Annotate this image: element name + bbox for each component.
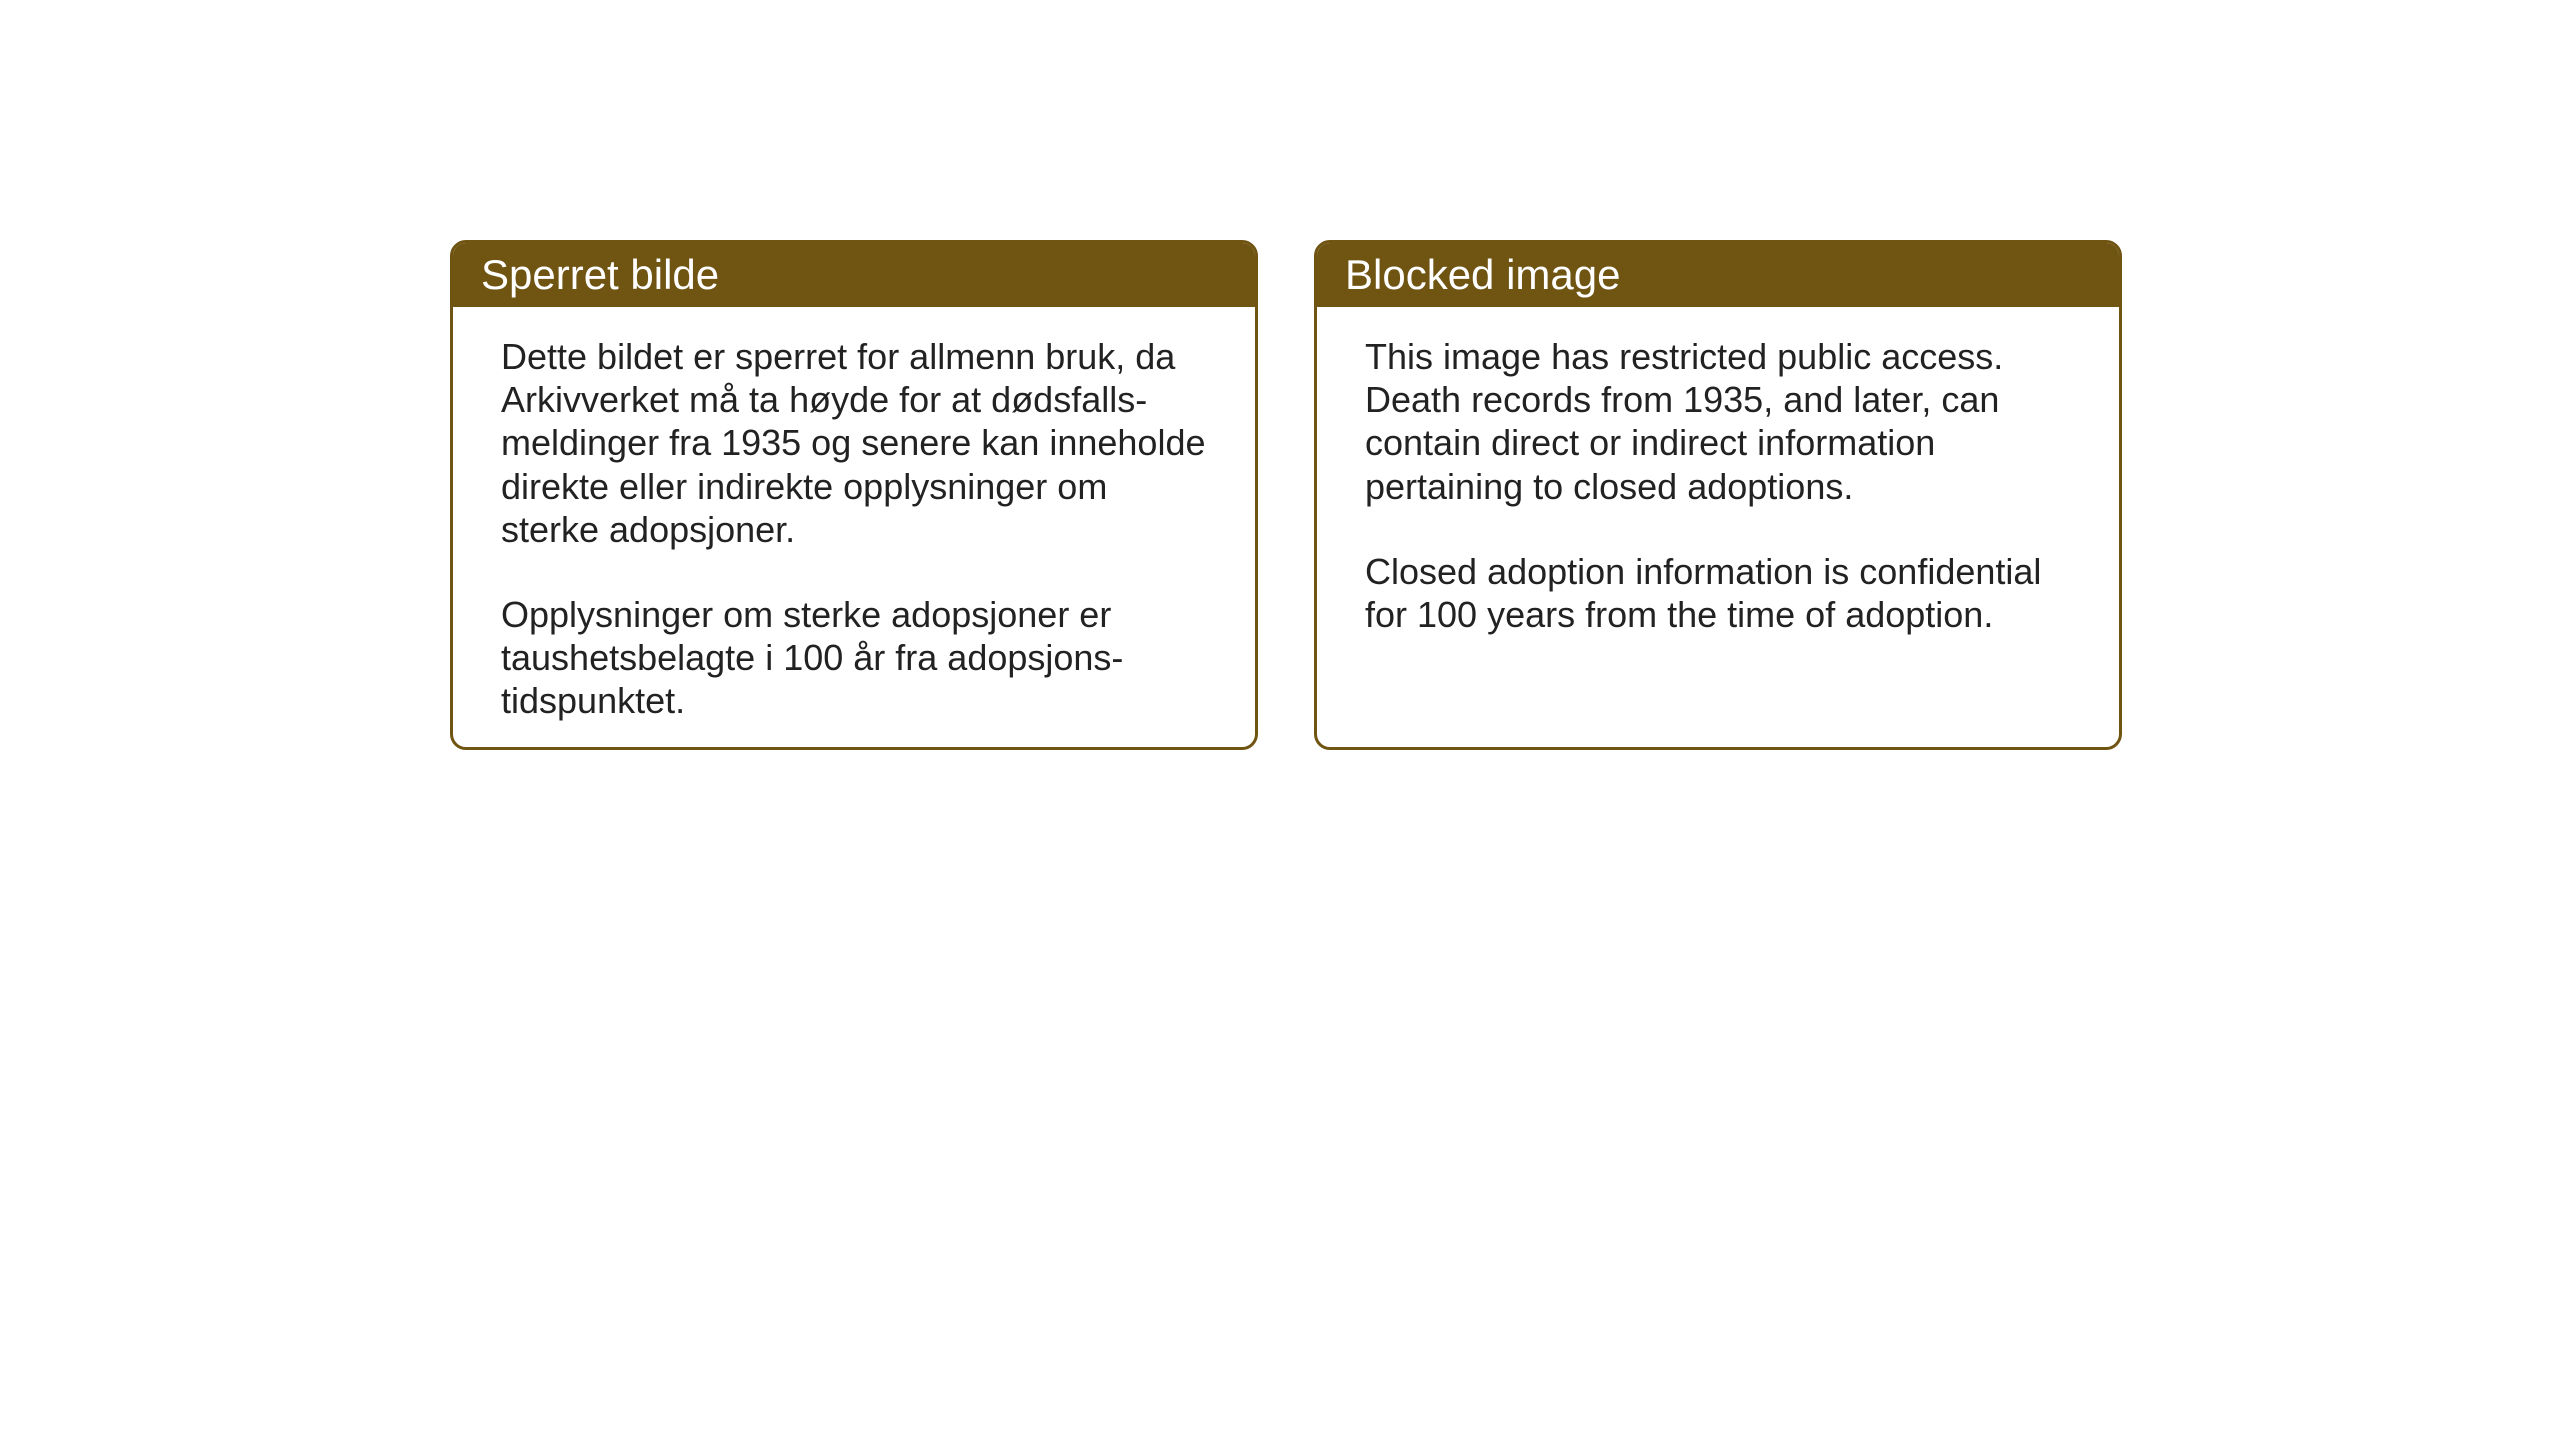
card-paragraph: Opplysninger om sterke adopsjoner er tau… xyxy=(501,593,1207,723)
card-body-english: This image has restricted public access.… xyxy=(1317,307,2119,664)
card-title-norwegian: Sperret bilde xyxy=(481,251,719,298)
card-english: Blocked image This image has restricted … xyxy=(1314,240,2122,750)
cards-container: Sperret bilde Dette bildet er sperret fo… xyxy=(450,240,2122,750)
card-paragraph: This image has restricted public access.… xyxy=(1365,335,2071,508)
card-header-norwegian: Sperret bilde xyxy=(453,243,1255,307)
card-paragraph: Dette bildet er sperret for allmenn bruk… xyxy=(501,335,1207,551)
card-body-norwegian: Dette bildet er sperret for allmenn bruk… xyxy=(453,307,1255,750)
card-norwegian: Sperret bilde Dette bildet er sperret fo… xyxy=(450,240,1258,750)
card-title-english: Blocked image xyxy=(1345,251,1620,298)
card-paragraph: Closed adoption information is confident… xyxy=(1365,550,2071,636)
card-header-english: Blocked image xyxy=(1317,243,2119,307)
